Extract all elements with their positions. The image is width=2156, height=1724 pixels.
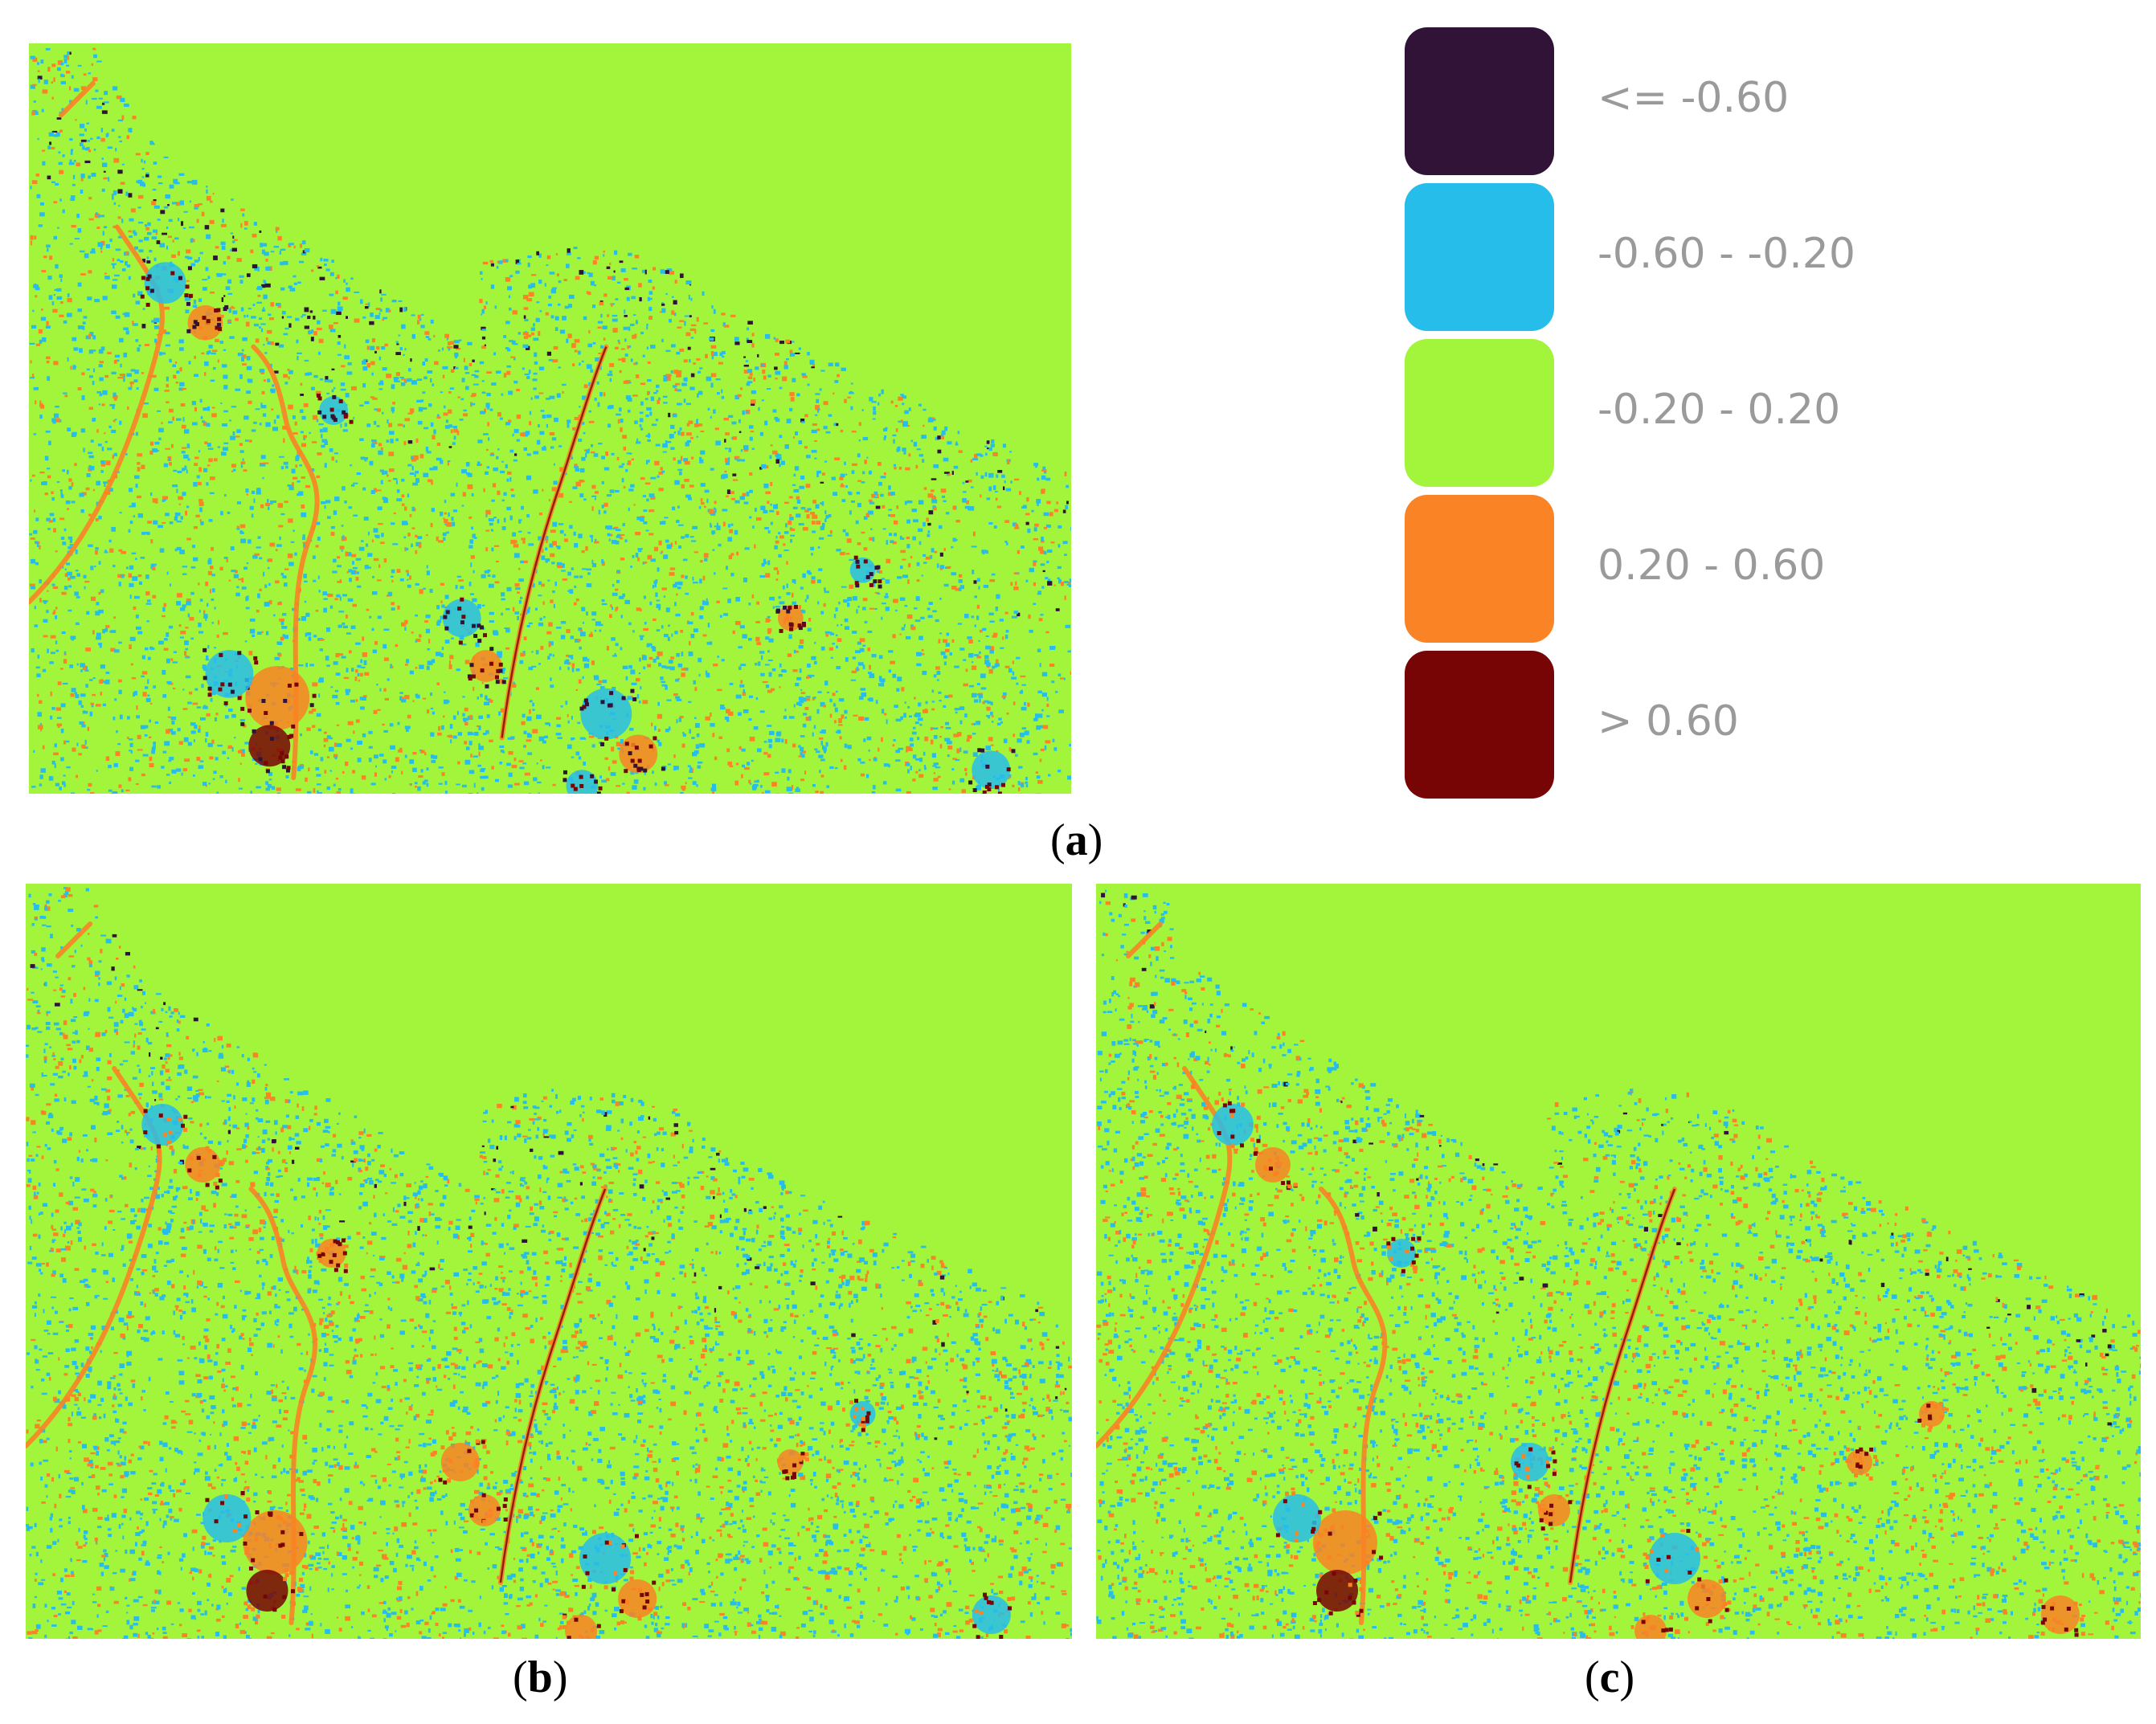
change-map-a xyxy=(29,43,1071,794)
caption-a: (a) xyxy=(1050,815,1103,865)
change-map-c xyxy=(1096,884,2141,1639)
legend-swatch xyxy=(1405,183,1554,331)
legend-swatch xyxy=(1405,495,1554,643)
legend-item-2: -0.60 - -0.20 xyxy=(1405,183,1855,331)
change-map-b xyxy=(26,884,1072,1639)
land-features xyxy=(1096,884,2141,1639)
map-panel-b xyxy=(26,884,1072,1639)
legend-label: > 0.60 xyxy=(1598,697,1739,746)
legend-item-4: 0.20 - 0.60 xyxy=(1405,495,1825,643)
land-texture xyxy=(1096,889,2141,1639)
legend-swatch xyxy=(1405,651,1554,799)
legend-label: -0.20 - 0.20 xyxy=(1598,386,1841,434)
legend-label: <= -0.60 xyxy=(1598,74,1790,122)
caption-b: (b) xyxy=(513,1653,568,1702)
map-panel-a xyxy=(29,43,1071,794)
legend-swatch xyxy=(1405,339,1554,487)
caption-c: (c) xyxy=(1585,1653,1635,1702)
legend-item-1: <= -0.60 xyxy=(1405,27,1789,175)
legend-label: 0.20 - 0.60 xyxy=(1598,541,1826,590)
land-features xyxy=(26,884,1072,1639)
legend-swatch xyxy=(1405,27,1554,175)
legend-item-3: -0.20 - 0.20 xyxy=(1405,339,1840,487)
land-features xyxy=(29,43,1071,794)
map-panel-c xyxy=(1096,884,2141,1639)
legend-label: -0.60 - -0.20 xyxy=(1598,230,1855,278)
legend-item-5: > 0.60 xyxy=(1405,651,1739,799)
